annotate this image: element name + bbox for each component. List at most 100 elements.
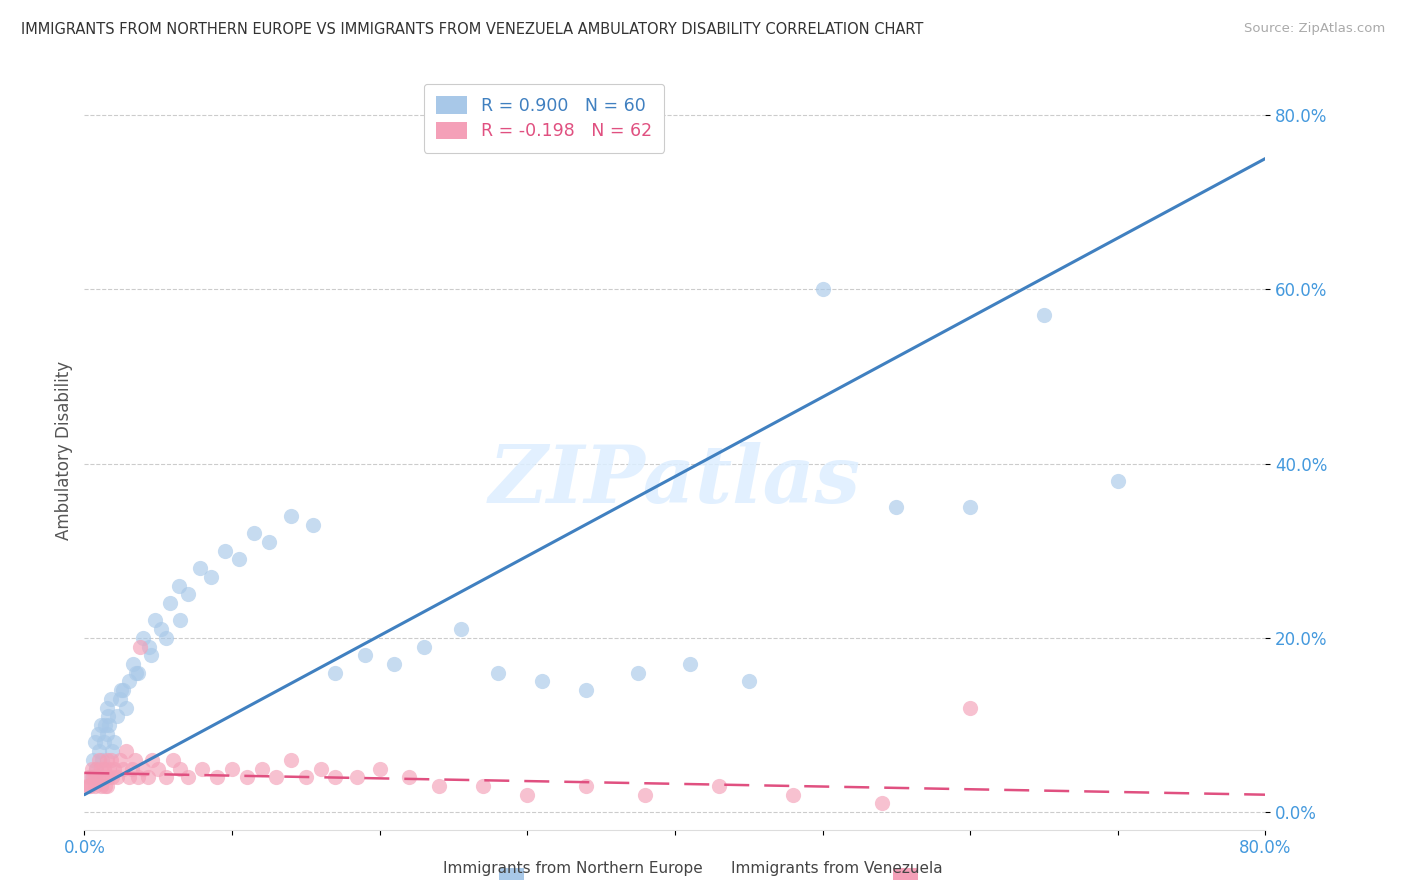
Point bbox=[398, 770, 420, 784]
Point bbox=[368, 762, 391, 776]
Point bbox=[325, 770, 347, 784]
Point bbox=[111, 762, 134, 776]
Point bbox=[155, 631, 177, 645]
Point bbox=[82, 753, 104, 767]
Point bbox=[188, 561, 211, 575]
Point bbox=[738, 674, 761, 689]
Point bbox=[257, 535, 280, 549]
Point bbox=[959, 700, 981, 714]
Point bbox=[627, 665, 650, 680]
Point bbox=[382, 657, 406, 671]
Point bbox=[91, 770, 114, 784]
Point bbox=[118, 674, 141, 689]
Point bbox=[1107, 474, 1129, 488]
Point bbox=[90, 779, 112, 793]
Point bbox=[96, 700, 118, 714]
Point bbox=[531, 674, 554, 689]
Point bbox=[486, 665, 509, 680]
Point bbox=[450, 622, 472, 636]
Point bbox=[105, 770, 128, 784]
Point bbox=[132, 762, 155, 776]
Point bbox=[93, 735, 115, 749]
Point bbox=[141, 753, 163, 767]
Point bbox=[148, 762, 170, 776]
Point bbox=[191, 762, 214, 776]
Text: Immigrants from Northern Europe: Immigrants from Northern Europe bbox=[443, 861, 703, 876]
Point bbox=[124, 753, 146, 767]
Point bbox=[86, 770, 108, 784]
Point bbox=[100, 753, 122, 767]
Point bbox=[280, 753, 302, 767]
Point bbox=[159, 596, 181, 610]
Point bbox=[86, 727, 108, 741]
Y-axis label: Ambulatory Disability: Ambulatory Disability bbox=[55, 361, 73, 540]
Point bbox=[413, 640, 436, 654]
Point bbox=[83, 770, 105, 784]
Point bbox=[207, 770, 229, 784]
Point bbox=[90, 762, 112, 776]
Point bbox=[139, 648, 162, 663]
Point bbox=[354, 648, 377, 663]
Point bbox=[90, 718, 112, 732]
Point bbox=[150, 622, 173, 636]
Point bbox=[169, 762, 191, 776]
Point bbox=[325, 665, 347, 680]
Point bbox=[1033, 309, 1056, 323]
Point bbox=[110, 683, 132, 698]
Point bbox=[346, 770, 368, 784]
Point bbox=[108, 691, 131, 706]
Point bbox=[84, 762, 107, 776]
Point bbox=[93, 762, 115, 776]
Point bbox=[129, 640, 152, 654]
Point bbox=[427, 779, 450, 793]
Point bbox=[162, 753, 184, 767]
Point bbox=[103, 735, 125, 749]
Point bbox=[302, 517, 325, 532]
Point bbox=[138, 640, 160, 654]
Point bbox=[243, 526, 266, 541]
Point bbox=[111, 683, 134, 698]
Point bbox=[84, 762, 107, 776]
Point bbox=[309, 762, 332, 776]
Point bbox=[143, 614, 166, 628]
Point bbox=[80, 770, 103, 784]
Point bbox=[87, 753, 111, 767]
Point bbox=[108, 753, 131, 767]
Point bbox=[122, 657, 145, 671]
Point bbox=[214, 543, 236, 558]
Point bbox=[177, 770, 200, 784]
Point bbox=[118, 770, 141, 784]
Text: Source: ZipAtlas.com: Source: ZipAtlas.com bbox=[1244, 22, 1385, 36]
Point bbox=[87, 744, 111, 758]
Point bbox=[80, 762, 103, 776]
Point bbox=[82, 770, 104, 784]
Point bbox=[101, 770, 124, 784]
Point bbox=[167, 578, 190, 592]
Point bbox=[98, 718, 121, 732]
Point bbox=[121, 762, 143, 776]
Point bbox=[280, 508, 302, 523]
Point bbox=[96, 727, 118, 741]
Point bbox=[83, 779, 105, 793]
Point bbox=[105, 709, 128, 723]
Point bbox=[96, 753, 118, 767]
Point bbox=[101, 744, 124, 758]
Point bbox=[516, 788, 538, 802]
Point bbox=[575, 779, 598, 793]
Point bbox=[127, 665, 149, 680]
Point bbox=[79, 779, 101, 793]
Point bbox=[127, 770, 149, 784]
Point bbox=[98, 762, 121, 776]
Point bbox=[250, 762, 273, 776]
Point bbox=[83, 735, 105, 749]
Point bbox=[77, 770, 100, 784]
Point bbox=[96, 779, 118, 793]
Point bbox=[155, 770, 177, 784]
Point bbox=[77, 779, 100, 793]
Point bbox=[125, 665, 148, 680]
Point bbox=[132, 631, 155, 645]
Point bbox=[94, 718, 117, 732]
Point bbox=[811, 282, 834, 296]
Point bbox=[295, 770, 318, 784]
Legend: R = 0.900   N = 60, R = -0.198   N = 62: R = 0.900 N = 60, R = -0.198 N = 62 bbox=[423, 84, 664, 153]
